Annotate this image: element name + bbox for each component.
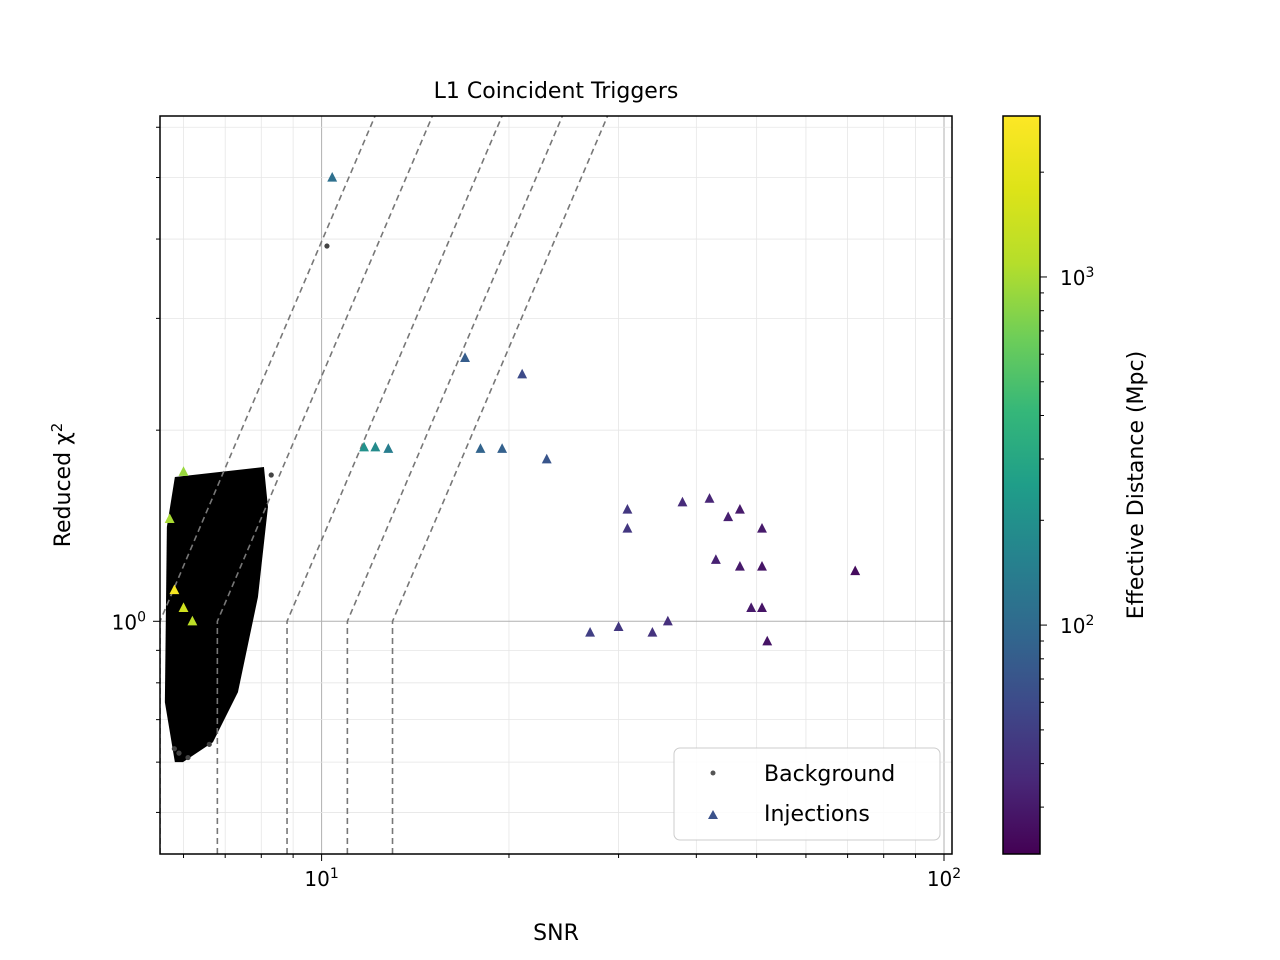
legend-box: [673, 747, 941, 841]
background-point: [176, 750, 182, 756]
injection-point: [850, 565, 861, 576]
injection-point: [541, 453, 552, 464]
injection-point: [622, 523, 633, 533]
x-axis-label: SNR: [533, 921, 579, 946]
x-tick-label: 101: [304, 866, 338, 891]
axis-ticks: 101 102 100: [112, 126, 961, 891]
background-triggers: [164, 466, 268, 763]
colorbar-label: Effective Distance (Mpc): [1124, 351, 1149, 619]
injection-point: [746, 602, 757, 612]
background-point: [268, 472, 274, 478]
colorbar-gradient: [1002, 115, 1041, 855]
injection-point: [734, 503, 745, 514]
injection-point: [517, 368, 528, 379]
plot-frame: [159, 115, 953, 855]
threshold-line: [346, 116, 564, 854]
x-tick-label: 102: [927, 866, 961, 891]
injection-point: [497, 443, 508, 453]
background-density-region: [164, 466, 268, 763]
injection-point: [460, 352, 470, 362]
colorbar: 102 103 Effective Distance (Mpc): [1002, 115, 1149, 855]
y-axis-label: Reduced χ2: [48, 423, 76, 548]
injection-point: [647, 627, 658, 637]
colorbar-ticks: 102 103: [1040, 171, 1094, 808]
plot-grid: [160, 116, 952, 854]
injection-point: [734, 560, 745, 571]
colorbar-tick-label: 102: [1060, 613, 1094, 638]
scatter-points: [164, 172, 861, 761]
injection-point: [383, 443, 394, 453]
threshold-line: [391, 116, 609, 854]
injection-point: [178, 466, 189, 476]
injection-point: [757, 602, 767, 612]
injection-point: [585, 627, 596, 637]
threshold-line: [286, 116, 503, 854]
injection-point: [762, 635, 773, 646]
injection-point: [475, 443, 486, 453]
legend-injections-label: Injections: [764, 802, 870, 827]
legend: Background Injections: [673, 747, 941, 841]
injection-point: [704, 493, 715, 503]
chart-title: L1 Coincident Triggers: [434, 79, 679, 104]
injection-point: [677, 496, 688, 507]
injection-point: [359, 441, 369, 452]
threshold-line: [216, 116, 434, 854]
injection-point: [178, 602, 189, 612]
injection-point: [710, 554, 721, 564]
injection-point: [169, 584, 180, 595]
injection-point: [327, 172, 338, 182]
background-point: [324, 243, 330, 249]
injection-point: [622, 503, 633, 514]
injection-point: [723, 511, 734, 522]
legend-background-marker: [710, 770, 716, 776]
legend-background-label: Background: [764, 762, 895, 787]
injection-point: [613, 621, 624, 631]
injection-point: [187, 615, 198, 626]
injection-point: [164, 513, 175, 523]
injection-point: [662, 615, 673, 626]
injection-point: [757, 560, 767, 571]
threshold-lines: [160, 116, 609, 854]
background-point: [185, 754, 191, 761]
y-tick-label: 100: [112, 609, 146, 634]
background-point: [206, 741, 212, 747]
injection-point: [757, 523, 767, 533]
legend-injections-marker: [708, 810, 718, 819]
colorbar-tick-label: 103: [1060, 265, 1094, 290]
background-point: [171, 746, 177, 752]
injection-point: [370, 441, 381, 452]
